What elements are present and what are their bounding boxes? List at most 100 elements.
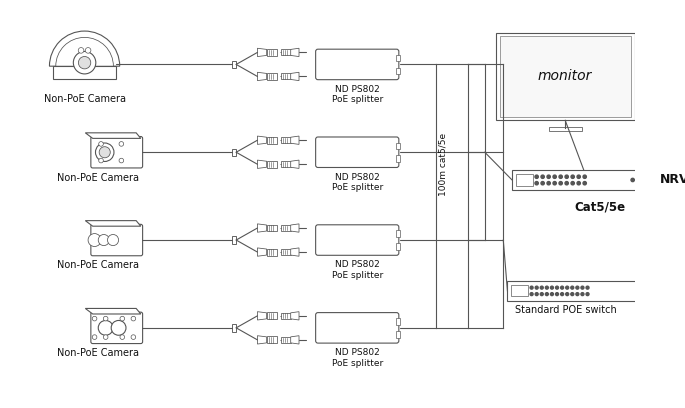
Circle shape [577,175,580,178]
FancyBboxPatch shape [232,324,236,332]
Text: Non-PoE Camera: Non-PoE Camera [57,173,138,182]
Polygon shape [290,72,299,81]
Circle shape [541,175,545,178]
Circle shape [565,175,569,178]
Circle shape [551,293,553,296]
Circle shape [581,293,584,296]
Polygon shape [290,336,299,344]
Polygon shape [290,312,299,320]
Circle shape [120,316,125,321]
FancyBboxPatch shape [512,170,656,190]
Circle shape [103,335,108,339]
Text: ND PS802
PoE splitter: ND PS802 PoE splitter [332,173,383,192]
Circle shape [535,175,538,178]
FancyBboxPatch shape [316,225,399,255]
Circle shape [566,286,569,289]
FancyBboxPatch shape [396,68,400,74]
Circle shape [547,175,550,178]
Circle shape [649,178,652,182]
Polygon shape [290,160,299,169]
Text: Non-PoE Camera: Non-PoE Camera [57,260,138,271]
Circle shape [556,286,558,289]
Circle shape [99,147,110,158]
Circle shape [111,320,126,335]
FancyBboxPatch shape [396,231,400,237]
Circle shape [560,286,564,289]
FancyBboxPatch shape [266,224,277,231]
Circle shape [119,142,124,146]
FancyBboxPatch shape [232,61,236,68]
FancyBboxPatch shape [266,137,277,144]
FancyBboxPatch shape [396,243,400,250]
Circle shape [545,293,548,296]
FancyBboxPatch shape [499,36,631,117]
FancyBboxPatch shape [232,236,236,244]
Circle shape [120,335,125,339]
Circle shape [98,320,113,335]
Circle shape [78,48,84,53]
Text: Non-PoE Camera: Non-PoE Camera [44,94,125,104]
FancyBboxPatch shape [511,285,528,297]
Circle shape [571,175,574,178]
FancyBboxPatch shape [266,73,277,80]
FancyBboxPatch shape [282,137,290,143]
FancyBboxPatch shape [549,127,582,131]
Circle shape [85,48,91,53]
Circle shape [535,293,538,296]
Polygon shape [258,312,266,320]
Circle shape [583,175,586,178]
FancyBboxPatch shape [91,312,142,344]
Polygon shape [290,48,299,57]
Circle shape [541,182,545,185]
FancyBboxPatch shape [396,142,400,149]
Circle shape [99,142,103,146]
Circle shape [571,293,574,296]
FancyBboxPatch shape [316,49,399,80]
FancyBboxPatch shape [282,73,290,80]
Text: ND PS802
PoE splitter: ND PS802 PoE splitter [332,85,383,104]
Circle shape [643,178,647,182]
FancyBboxPatch shape [91,224,142,256]
Circle shape [540,293,543,296]
Circle shape [553,175,556,178]
Polygon shape [258,248,266,256]
FancyBboxPatch shape [516,174,533,186]
Polygon shape [258,48,266,57]
Circle shape [92,335,97,339]
Circle shape [648,289,651,293]
Polygon shape [86,221,141,226]
Circle shape [545,286,548,289]
FancyBboxPatch shape [316,313,399,343]
Circle shape [556,293,558,296]
Polygon shape [86,133,141,138]
Circle shape [586,293,589,296]
Circle shape [576,293,579,296]
Circle shape [553,182,556,185]
Circle shape [95,143,114,162]
Circle shape [535,286,538,289]
Circle shape [98,235,110,246]
FancyBboxPatch shape [282,49,290,55]
FancyBboxPatch shape [496,33,634,120]
FancyBboxPatch shape [282,249,290,255]
FancyBboxPatch shape [91,137,142,168]
Circle shape [637,178,640,182]
Circle shape [560,293,564,296]
Polygon shape [290,248,299,256]
Circle shape [566,293,569,296]
Circle shape [654,289,657,293]
Circle shape [88,233,101,246]
Circle shape [103,316,108,321]
Circle shape [571,182,574,185]
Circle shape [540,286,543,289]
FancyBboxPatch shape [508,281,660,301]
FancyBboxPatch shape [266,248,277,255]
Polygon shape [258,224,266,232]
Circle shape [108,235,119,246]
Circle shape [559,175,562,178]
Circle shape [535,182,538,185]
Text: Non-PoE Camera: Non-PoE Camera [57,348,138,358]
FancyBboxPatch shape [282,313,290,319]
FancyBboxPatch shape [266,313,277,319]
Polygon shape [258,136,266,144]
